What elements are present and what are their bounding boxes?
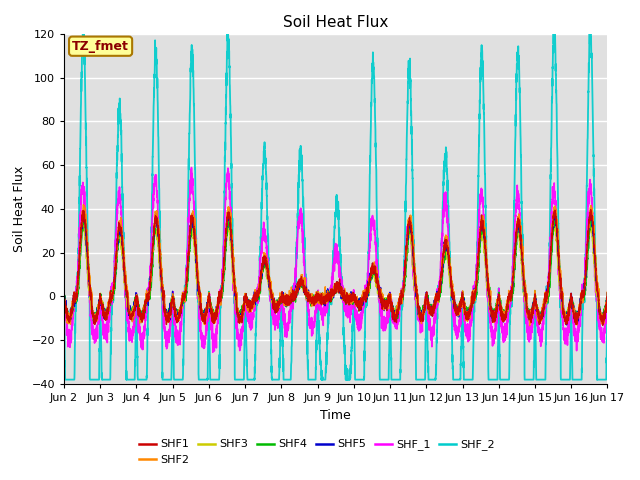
Y-axis label: Soil Heat Flux: Soil Heat Flux xyxy=(13,166,26,252)
Text: TZ_fmet: TZ_fmet xyxy=(72,40,129,53)
Title: Soil Heat Flux: Soil Heat Flux xyxy=(283,15,388,30)
Legend: SHF1, SHF2, SHF3, SHF4, SHF5, SHF_1, SHF_2: SHF1, SHF2, SHF3, SHF4, SHF5, SHF_1, SHF… xyxy=(135,435,500,469)
X-axis label: Time: Time xyxy=(321,408,351,421)
